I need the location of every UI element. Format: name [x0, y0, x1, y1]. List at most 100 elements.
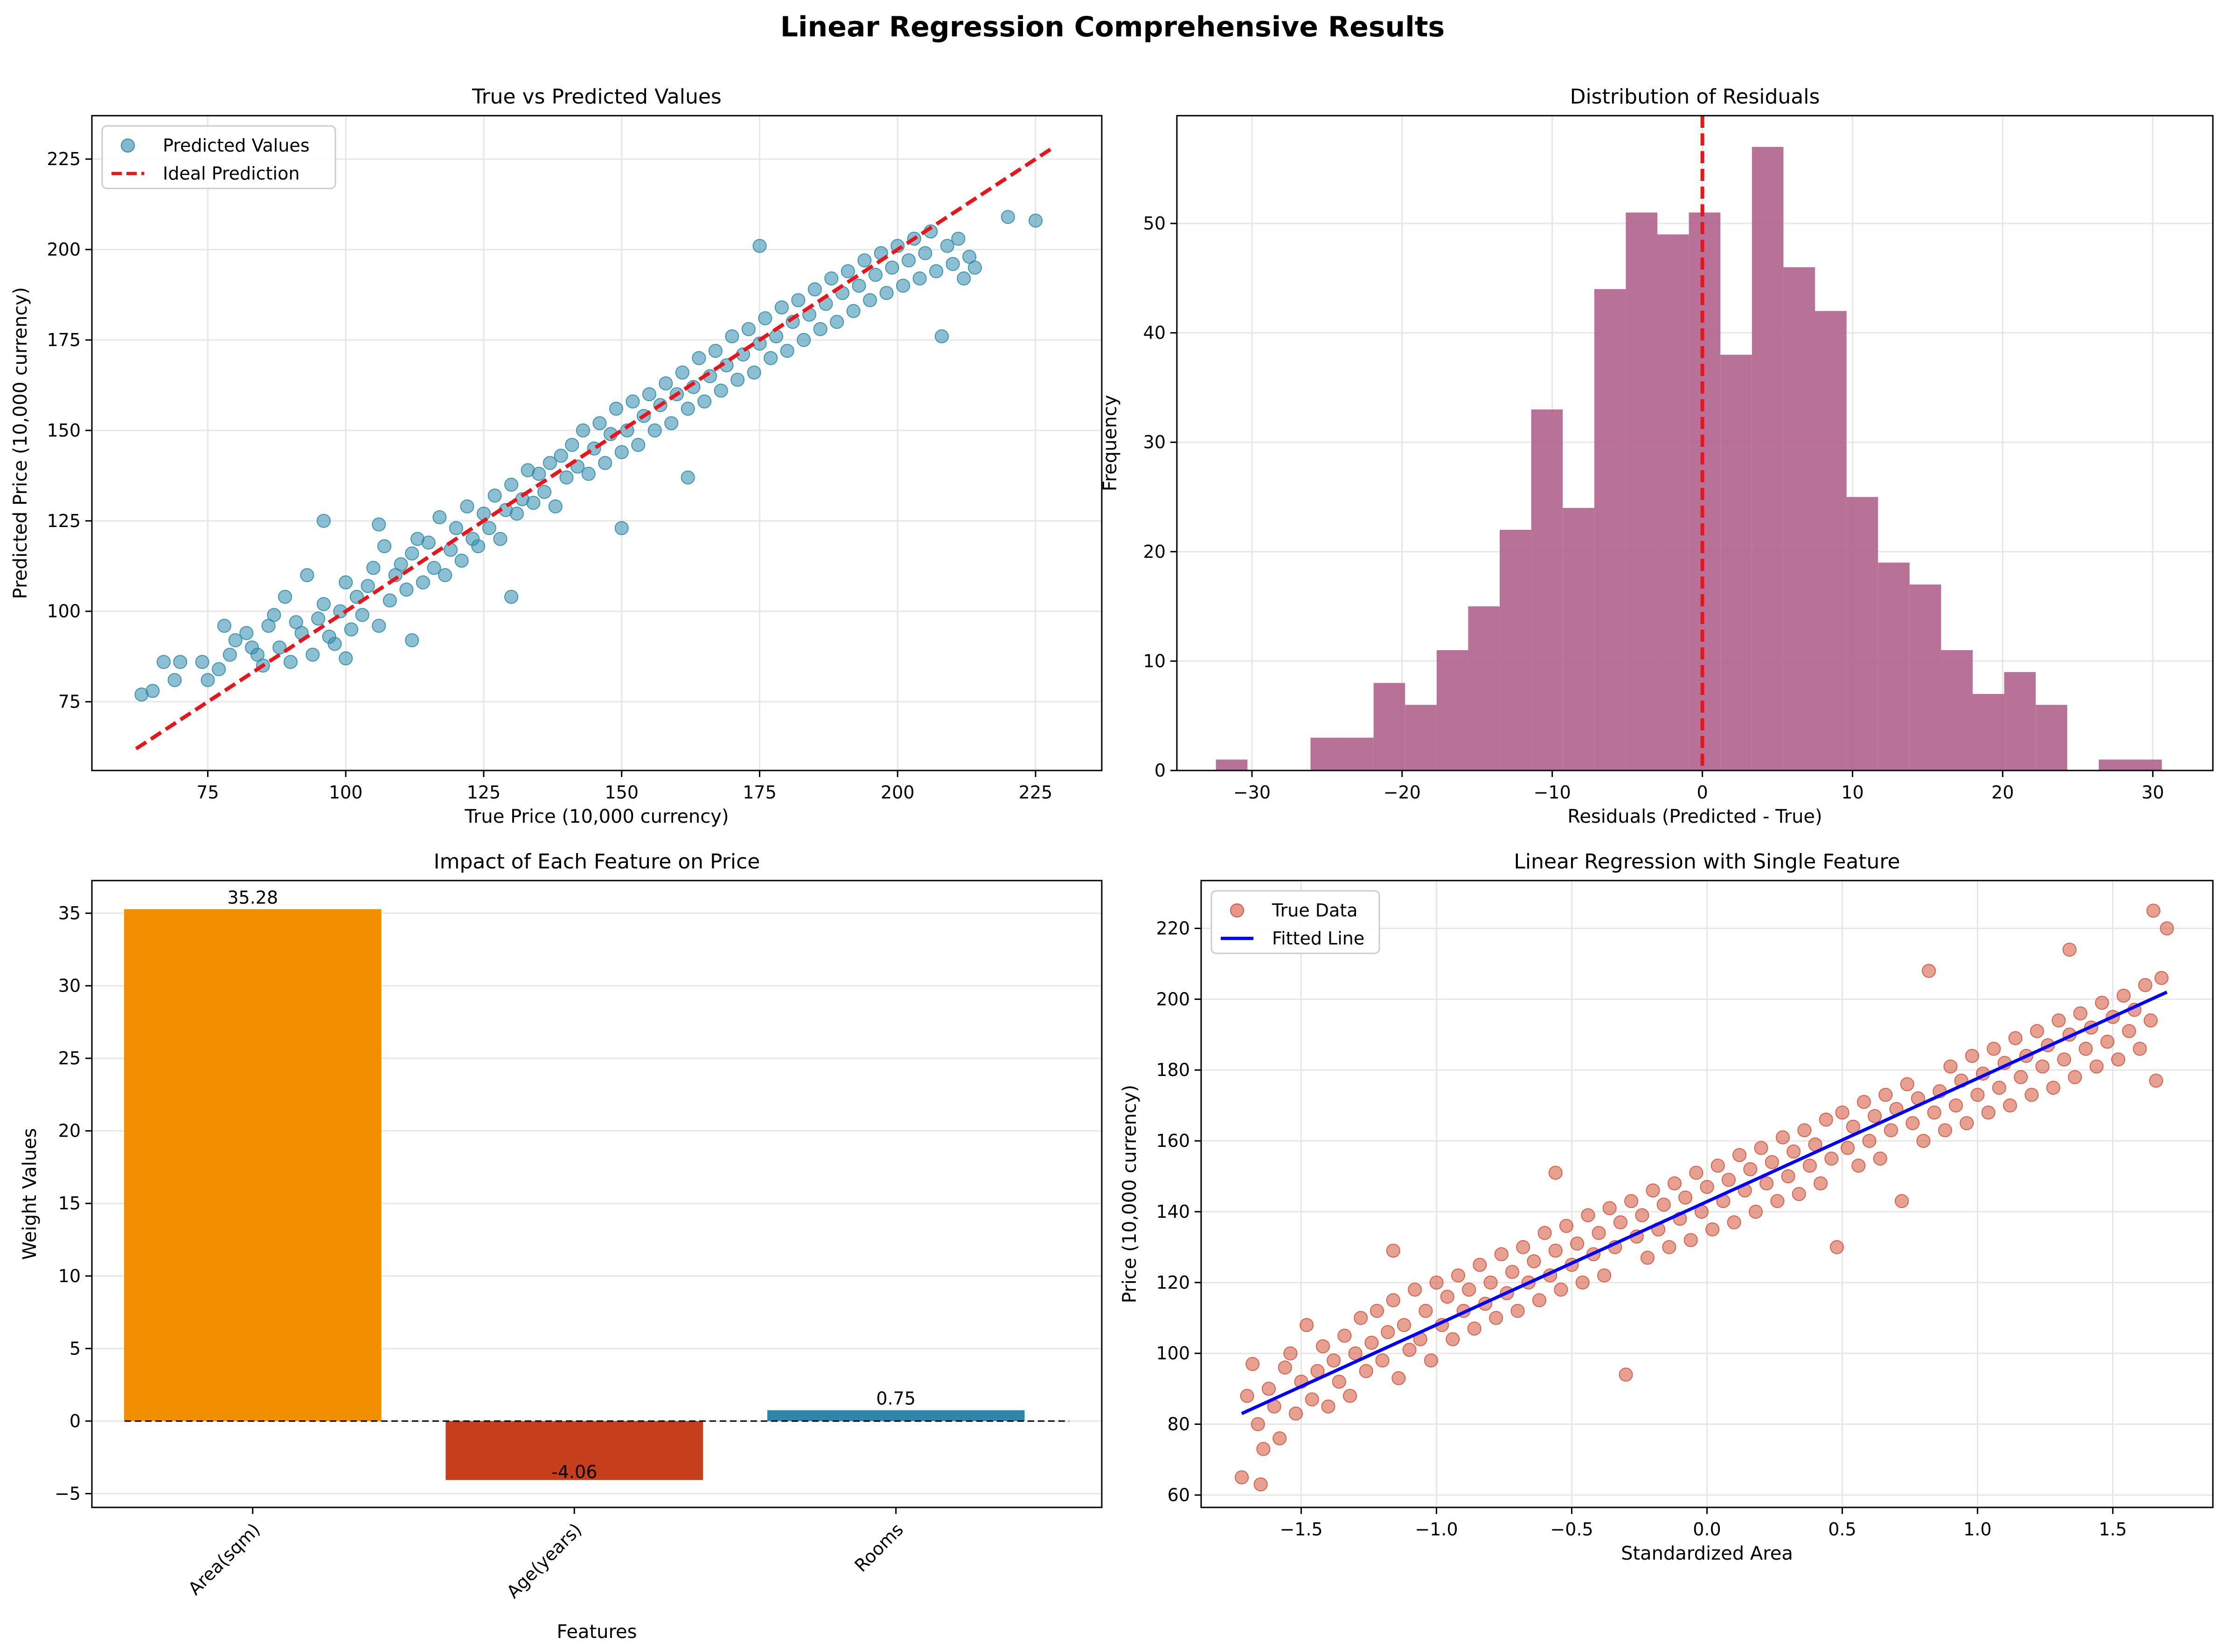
scatter-point [267, 608, 281, 622]
scatter-point [2024, 1088, 2039, 1102]
scatter-point [366, 561, 381, 575]
scatter-point [372, 517, 386, 532]
scatter-point [1792, 1187, 1806, 1201]
y-tick-label: 10 [58, 1266, 81, 1286]
histogram-bar [1626, 212, 1658, 770]
scatter-point [1884, 1123, 1898, 1138]
plot-frame [91, 880, 1103, 1508]
scatter-point [1689, 1166, 1704, 1180]
scatter-point [1494, 1247, 1509, 1262]
scatter-point [443, 542, 458, 557]
histogram-bar [2036, 705, 2067, 770]
bar-value-label: 0.75 [876, 1388, 916, 1409]
histogram-bar [1342, 737, 1374, 770]
scatter-point [1597, 1268, 1612, 1283]
scatter-point [912, 271, 927, 286]
scatter-point [2073, 1006, 2087, 1020]
scatter-point [797, 333, 811, 347]
scatter-point [1283, 1346, 1298, 1360]
scatter-point [774, 300, 789, 315]
histogram-bar [1216, 759, 1248, 770]
scatter-point [487, 488, 502, 503]
y-tick-label: 15 [58, 1193, 81, 1214]
single-feature-regression-panel: −1.5 −1.0 −0.5 0.0 0.5 1.0 1.5 60 80 100 120 140 160… [1119, 850, 2214, 1564]
x-tick-label: 200 [881, 782, 915, 803]
scatter-point [1575, 1275, 1590, 1290]
scatter-point [626, 394, 640, 409]
scatter-point [1851, 1159, 1866, 1173]
scatter-point [1370, 1304, 1384, 1318]
scatter-point [2138, 978, 2153, 992]
y-axis-label: Weight Values [19, 1128, 41, 1260]
scatter-point [714, 383, 728, 398]
scatter-point [1927, 1105, 1941, 1120]
scatter-point [355, 608, 369, 622]
scatter-point [565, 437, 579, 452]
scatter-point [885, 260, 899, 275]
scatter-point [846, 304, 861, 318]
plot-frame [1176, 115, 2214, 771]
scatter-point [901, 253, 916, 268]
scatter-point [1602, 1201, 1617, 1215]
scatter-point [1787, 1144, 1801, 1159]
scatter-point [1705, 1222, 1720, 1236]
scatter-point [1635, 1208, 1649, 1222]
x-axis-label: Standardized Area [1621, 1543, 1793, 1564]
y-tick-label: 50 [1143, 213, 1166, 234]
scatter-point [167, 673, 182, 687]
scatter-point [1288, 1406, 1303, 1421]
x-axis-label: True Price (10,000 currency) [464, 806, 729, 827]
scatter-point [339, 575, 353, 590]
scatter-point [559, 470, 574, 485]
scatter-point [1835, 1105, 1850, 1120]
scatter-point [664, 416, 679, 430]
scatter-point [1873, 1152, 1887, 1166]
scatter-point [692, 351, 706, 365]
scatter-point [482, 521, 496, 535]
residuals-histogram-panel: −30 −20 −10 0 10 20 30 0 10 20 30 40 50 Distribution … [1099, 85, 2214, 827]
scatter-point [581, 466, 596, 481]
histogram-bar [1941, 650, 1973, 770]
scatter-point [526, 495, 541, 510]
x-tick-label: −20 [1384, 782, 1421, 803]
scatter-point [1878, 1088, 1893, 1102]
scatter-point [361, 579, 375, 593]
scatter-point [1397, 1318, 1411, 1332]
panel-title: Distribution of Residuals [1570, 85, 1820, 109]
scatter-point [222, 647, 237, 662]
scatter-point [1846, 1119, 1860, 1134]
scatter-point [399, 583, 414, 597]
y-tick-label: 125 [47, 511, 81, 531]
scatter-point [1321, 1399, 1335, 1414]
scatter-point [1483, 1275, 1498, 1290]
scatter-point [852, 278, 866, 293]
scatter-point [741, 322, 756, 336]
x-axis-label: Features [557, 1621, 637, 1643]
scatter-point [747, 365, 761, 380]
scatter-point [1581, 1208, 1595, 1222]
scatter-point [1743, 1162, 1758, 1176]
scatter-point [1327, 1353, 1341, 1367]
scatter-point [1721, 1173, 1736, 1187]
scatter-point [1797, 1123, 1812, 1138]
y-tick-label: 25 [58, 1048, 81, 1069]
scatter-point [449, 521, 463, 535]
y-axis-label: Predicted Price (10,000 currency) [10, 287, 31, 599]
scatter-point [1446, 1332, 1460, 1347]
scatter-point [620, 423, 634, 437]
plot-frame [91, 115, 1103, 771]
scatter-point [642, 387, 656, 402]
scatter-point [1245, 1357, 1260, 1371]
scatter-point [1900, 1077, 1914, 1091]
scatter-point [647, 423, 662, 437]
scatter-point [311, 611, 326, 626]
panel-title: True vs Predicted Values [472, 85, 722, 109]
y-axis-label: Frequency [1099, 395, 1121, 492]
scatter-point [532, 466, 546, 481]
scatter-point [841, 264, 855, 278]
y-tick-label: 35 [58, 903, 81, 923]
scatter-point [1418, 1304, 1433, 1318]
histogram-bar [1909, 584, 1941, 770]
legend-label: Predicted Values [163, 135, 310, 156]
true-vs-predicted-panel: 75 100 125 150 175 200 225 75 100 125 150 175 200 225… [10, 85, 1103, 827]
